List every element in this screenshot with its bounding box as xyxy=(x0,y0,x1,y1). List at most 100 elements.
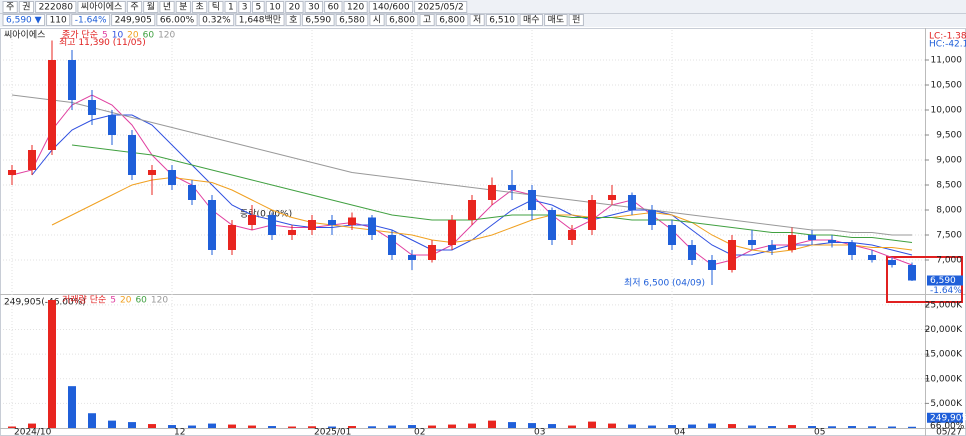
volume-bar xyxy=(868,426,876,428)
volume-bar xyxy=(348,426,356,428)
x-tick-label: 05 xyxy=(814,428,825,436)
y-tick-label: 10,500 xyxy=(931,81,963,91)
toolbar-text: 20 xyxy=(289,3,301,13)
toolbar-cell xyxy=(419,14,435,26)
candle-body xyxy=(908,265,916,281)
candle-body xyxy=(528,190,536,210)
y-tick-label: 10,000 xyxy=(931,106,963,116)
candle-body xyxy=(68,60,76,100)
candle-body xyxy=(128,135,136,175)
toolbar-text: 6,800 xyxy=(439,16,465,26)
y-tick-label: 10,000K xyxy=(925,374,963,384)
candle-body xyxy=(628,195,636,210)
y-tick-label: 9,000 xyxy=(936,156,962,166)
candle-body xyxy=(708,260,716,270)
last-price-label: 6,590 xyxy=(930,276,956,286)
volume-bar xyxy=(728,424,736,428)
candle-body xyxy=(608,195,616,200)
toolbar-text: 140/600 xyxy=(372,3,410,13)
candle-body xyxy=(448,220,456,245)
toolbar-text: 5 xyxy=(255,3,261,13)
y-tick-label: 25,000K xyxy=(925,300,963,310)
toolbar-cell xyxy=(251,1,265,13)
low-annotation: 최저 6,500 (04/09) xyxy=(624,278,705,289)
candle-body xyxy=(548,210,556,240)
legend-item: 60 xyxy=(135,296,147,306)
volume-bar xyxy=(768,426,776,428)
candle-body xyxy=(648,210,656,225)
toolbar-cell xyxy=(235,14,285,26)
toolbar-text: 저 xyxy=(473,15,481,26)
toolbar-cell xyxy=(77,1,126,13)
toolbar-text: 66.00% xyxy=(160,16,195,26)
ma-line xyxy=(51,176,913,254)
legend-item: 20 xyxy=(120,296,132,306)
x-tick-label: 04 xyxy=(674,428,686,436)
ma-line xyxy=(11,94,912,236)
x-end-label: 05/27 xyxy=(936,428,962,436)
volume-bar xyxy=(368,426,376,428)
candle-body xyxy=(208,200,216,250)
candle-body xyxy=(168,170,176,185)
toolbar-cell xyxy=(46,14,71,26)
toolbar-text: 6,580 xyxy=(339,16,365,26)
candle-body xyxy=(48,60,56,150)
lc-label: LC:-1.38 xyxy=(929,32,966,42)
toolbar-text: 호 xyxy=(289,15,297,26)
toolbar-text: 6,800 xyxy=(389,16,415,26)
toolbar-cell xyxy=(208,1,224,13)
volume-bar xyxy=(308,426,316,428)
volume-bar xyxy=(888,426,896,428)
toolbar-cell xyxy=(304,1,324,13)
toolbar-cell xyxy=(568,14,584,26)
candle-body xyxy=(468,200,476,220)
y-tick-label: 8,500 xyxy=(936,181,962,191)
volume-bar xyxy=(88,413,96,428)
y-tick-label: 20,000K xyxy=(925,325,963,335)
candle-body xyxy=(368,217,376,235)
candle-body xyxy=(728,240,736,270)
volume-bar xyxy=(168,425,176,428)
toolbar-cell xyxy=(18,1,35,13)
volume-bar xyxy=(388,425,396,428)
toolbar-text: 6,590 ▼ xyxy=(6,16,42,26)
stock-name: 씨아이에스 xyxy=(4,30,45,41)
volume-bar xyxy=(708,423,716,428)
toolbar-text: 주 xyxy=(130,2,138,13)
toolbar-cell xyxy=(469,14,485,26)
legend-item: 5 xyxy=(110,296,116,306)
candle-body xyxy=(748,240,756,245)
candle-body xyxy=(308,220,316,230)
volume-bar xyxy=(488,420,496,428)
legend-item: 120 xyxy=(158,31,175,41)
toolbar-cell xyxy=(126,1,143,13)
x-tick-label: 2024/10 xyxy=(14,428,52,436)
hc-label: HC:-42.14 xyxy=(929,40,966,50)
toolbar-cell xyxy=(143,1,159,13)
toolbar-cell xyxy=(544,14,568,26)
candle-body xyxy=(668,225,676,245)
toolbar-text: 매도 xyxy=(548,15,565,26)
candle-body xyxy=(828,240,836,243)
toolbar-text: 고 xyxy=(423,16,431,26)
x-tick-label: 03 xyxy=(534,428,545,436)
candle-body xyxy=(688,245,696,260)
legend-prefix: 종가 단순 xyxy=(62,30,98,41)
volume-bar xyxy=(48,300,56,428)
volume-bar xyxy=(828,426,836,428)
toolbar-text: 분 xyxy=(179,2,187,13)
toolbar-cell xyxy=(414,1,468,13)
volume-bar xyxy=(548,424,556,428)
toolbar-cell xyxy=(224,1,238,13)
volume-bar xyxy=(608,423,616,428)
toolbar-text: 6,590 xyxy=(305,16,331,26)
last-volume-box xyxy=(927,412,963,423)
legend-item: 5 xyxy=(102,31,108,41)
volume-bar xyxy=(848,426,856,428)
toolbar-cell xyxy=(301,14,335,26)
x-tick-label: 12 xyxy=(174,428,185,436)
volume-bar xyxy=(288,426,296,428)
candle-body xyxy=(288,230,296,235)
y-tick-label: 11,000 xyxy=(931,56,963,66)
